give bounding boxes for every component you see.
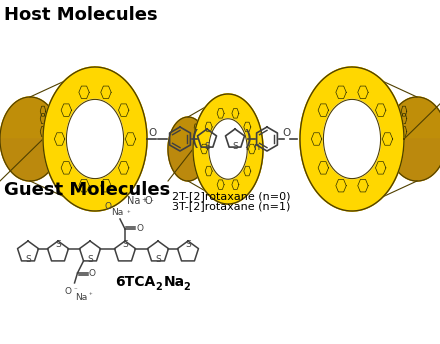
Text: ): ) [244,129,252,149]
Text: S: S [87,255,93,264]
Polygon shape [0,97,60,181]
Text: S: S [185,240,191,249]
Text: O: O [136,224,143,233]
Text: O: O [104,202,111,211]
Text: 2T-[2]rotaxane (n=0): 2T-[2]rotaxane (n=0) [172,191,290,201]
Text: O: O [148,128,156,138]
Polygon shape [193,94,263,204]
Text: S: S [122,240,128,249]
Text: S: S [155,255,161,264]
Polygon shape [168,149,263,204]
Text: Guest Molecules: Guest Molecules [4,181,170,199]
Text: S: S [55,240,61,249]
Text: S: S [204,142,210,151]
Text: n: n [253,142,259,152]
Text: +: + [141,197,147,203]
Polygon shape [0,67,147,139]
Text: Na: Na [164,275,185,289]
Text: S: S [232,142,238,151]
Text: O: O [144,196,152,206]
Polygon shape [300,139,440,211]
Polygon shape [300,67,404,211]
Text: ⁻: ⁻ [111,205,115,211]
Text: O: O [283,128,291,138]
Text: -: - [151,197,154,203]
Polygon shape [300,67,440,139]
Text: O: O [88,269,95,278]
Text: (: ( [190,129,198,149]
Text: Na: Na [111,208,123,217]
Polygon shape [43,67,147,211]
Polygon shape [323,99,381,179]
Text: Na: Na [76,293,88,302]
Text: 6TCA: 6TCA [115,275,155,289]
Polygon shape [66,99,124,179]
Text: O: O [64,287,71,296]
Polygon shape [0,139,147,211]
Text: S: S [25,255,31,264]
Text: ⁻: ⁻ [73,287,77,293]
Polygon shape [168,94,263,149]
Text: Host Molecules: Host Molecules [4,6,158,24]
Text: 3T-[2]rotaxane (n=1): 3T-[2]rotaxane (n=1) [172,201,290,211]
Text: ⁺: ⁺ [88,293,92,299]
Polygon shape [209,119,247,179]
Text: 2: 2 [155,282,162,292]
Polygon shape [168,117,208,181]
Text: ⁺: ⁺ [127,211,131,217]
Polygon shape [387,97,440,181]
Text: 2: 2 [183,282,190,292]
Text: Na: Na [127,196,140,206]
